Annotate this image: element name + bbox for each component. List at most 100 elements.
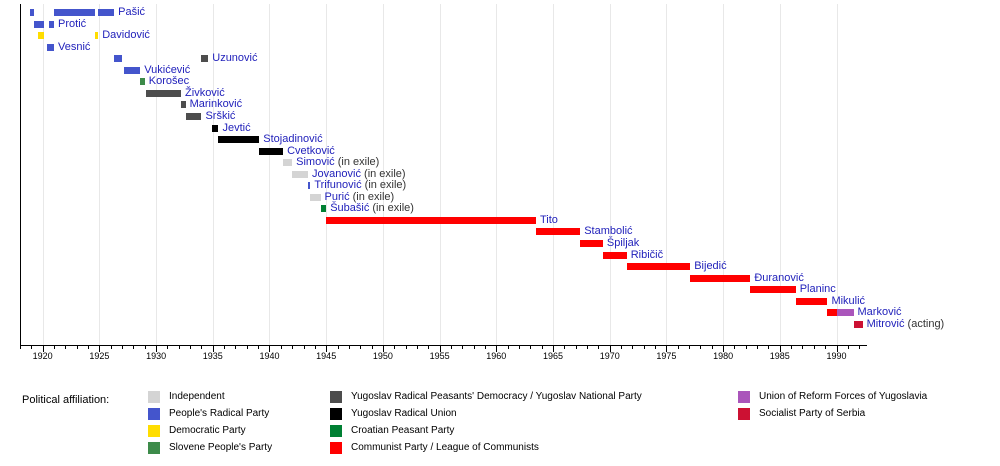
x-tick-major xyxy=(42,346,44,352)
timeline-bar-label: Mitrović (acting) xyxy=(867,318,945,330)
x-tick-minor xyxy=(677,346,679,349)
x-tick-minor xyxy=(768,346,770,349)
pm-name: Jevtić xyxy=(222,121,251,134)
x-tick-label: 1950 xyxy=(372,351,393,361)
x-tick-minor xyxy=(110,346,112,349)
x-tick-minor xyxy=(632,346,634,349)
legend-column: Yugoslav Radical Peasants' Democracy / Y… xyxy=(330,388,642,456)
legend-swatch-union-reform xyxy=(738,390,750,403)
legend-label: Communist Party / League of Communists xyxy=(351,442,539,453)
pm-name: Vukićević xyxy=(144,63,191,76)
legend-swatch-croatian-peasant xyxy=(330,424,342,437)
timeline-bar xyxy=(38,32,44,40)
legend-label: Yugoslav Radical Peasants' Democracy / Y… xyxy=(351,391,642,402)
timeline-bar xyxy=(308,182,311,190)
timeline-bar xyxy=(211,124,219,132)
gridline xyxy=(496,4,498,345)
gridline xyxy=(439,4,441,345)
x-tick-minor xyxy=(394,346,396,349)
x-tick-label: 1965 xyxy=(542,351,564,361)
legend-swatch-communist xyxy=(330,441,342,454)
x-tick-label: 1990 xyxy=(826,351,847,361)
gridline xyxy=(836,4,838,345)
x-tick-minor xyxy=(76,346,78,349)
timeline-bar-label: Jovanović (in exile) xyxy=(312,167,406,180)
gridline xyxy=(723,4,725,345)
legend-item: Croatian Peasant Party xyxy=(330,422,642,439)
timeline-bar xyxy=(690,274,751,282)
pm-name: Živković xyxy=(185,86,225,99)
x-tick-minor xyxy=(473,346,475,349)
timeline-bar xyxy=(114,55,123,63)
pm-name: Bijedić xyxy=(694,260,727,273)
legend: Political affiliation: Independent People… xyxy=(0,388,1000,466)
legend-column: Union of Reform Forces of Yugoslavia Soci… xyxy=(738,388,927,422)
pm-name: Špiljak xyxy=(606,237,640,249)
x-tick-minor xyxy=(54,346,56,349)
timeline-bar-label: Purić (in exile) xyxy=(325,190,395,203)
pm-name-suffix: (in exile) xyxy=(361,179,407,192)
x-tick-minor xyxy=(178,346,180,349)
timeline-bar-label: Cvetković xyxy=(287,145,335,157)
x-tick-minor xyxy=(337,346,339,349)
timeline-bar xyxy=(145,89,182,97)
x-tick-minor xyxy=(292,346,294,349)
timeline-bar-label: Trifunović (in exile) xyxy=(314,180,406,191)
timeline-bar-label: Protić xyxy=(58,18,86,30)
legend-item: Union of Reform Forces of Yugoslavia xyxy=(738,388,927,405)
timeline-bar-label: Šubašić (in exile) xyxy=(330,203,414,214)
timeline-bar xyxy=(795,297,828,305)
timeline-bar xyxy=(98,9,115,16)
timeline-bar-label: Uzunović xyxy=(212,53,257,64)
pm-name-suffix: (in exile) xyxy=(360,167,406,180)
timeline-bar-label: Živković xyxy=(185,86,225,99)
x-tick-minor xyxy=(825,346,827,349)
x-tick-minor xyxy=(734,346,736,349)
timeline-bar-label: Ribičič xyxy=(631,249,663,261)
timeline-bar xyxy=(140,78,145,86)
timeline-bar xyxy=(33,20,44,28)
pm-name: Tito xyxy=(539,213,558,226)
x-tick-minor xyxy=(144,346,146,349)
timeline-bar-label: Korošec xyxy=(149,76,189,87)
x-tick-minor xyxy=(280,346,282,349)
x-tick-major xyxy=(382,346,384,352)
timeline-bar xyxy=(853,320,863,328)
timeline-bar-label: Davidović xyxy=(102,30,150,41)
legend-swatch-democratic xyxy=(148,424,160,437)
x-tick-minor xyxy=(428,346,430,349)
legend-swatch-slovene-peoples xyxy=(148,441,160,454)
x-tick-major xyxy=(666,346,668,352)
legend-title: Political affiliation: xyxy=(22,394,110,406)
x-tick-label: 1940 xyxy=(259,351,280,361)
legend-label: Socialist Party of Serbia xyxy=(759,408,866,419)
pm-name: Planinc xyxy=(799,283,836,296)
x-tick-minor xyxy=(518,346,520,349)
x-tick-minor xyxy=(31,346,33,349)
x-tick-minor xyxy=(802,346,804,349)
timeline-bar xyxy=(54,9,95,16)
timeline-bar xyxy=(750,286,796,294)
x-tick-label: 1960 xyxy=(486,351,507,361)
legend-swatch-yru xyxy=(330,407,342,420)
x-tick-minor xyxy=(507,346,509,349)
x-tick-major xyxy=(723,346,725,352)
x-tick-minor xyxy=(643,346,645,349)
x-tick-minor xyxy=(757,346,759,349)
pm-name: Mikulić xyxy=(831,294,866,307)
pm-name-suffix: (in exile) xyxy=(349,190,395,203)
x-tick-minor xyxy=(201,346,203,349)
legend-label: Independent xyxy=(169,391,225,402)
x-tick-minor xyxy=(65,346,67,349)
x-axis-line xyxy=(20,345,867,346)
legend-label: People's Radical Party xyxy=(169,408,270,419)
x-tick-major xyxy=(496,346,498,352)
pm-name: Stambolić xyxy=(584,225,633,238)
pm-name: Vesnić xyxy=(58,40,91,53)
x-tick-label: 1970 xyxy=(599,351,620,361)
x-tick-minor xyxy=(689,346,691,349)
timeline-bar xyxy=(94,32,99,40)
timeline-bar xyxy=(218,136,260,144)
pm-name: Marković xyxy=(857,306,902,319)
x-tick-minor xyxy=(462,346,464,349)
